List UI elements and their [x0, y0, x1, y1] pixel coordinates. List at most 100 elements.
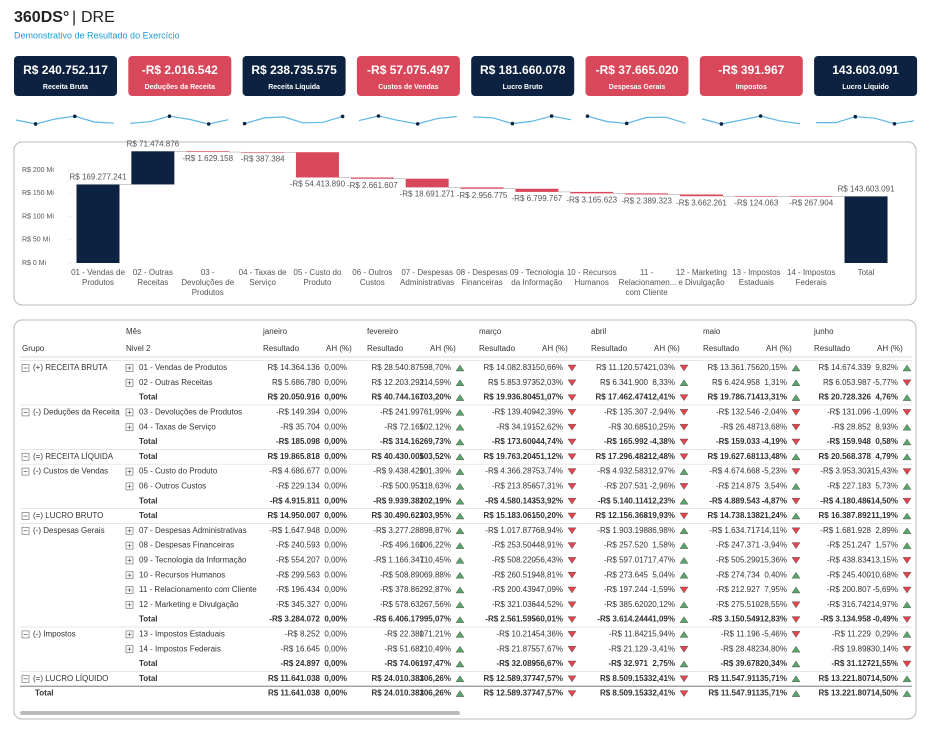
group-cell: (=) RECEITA LÍQUIDA — [33, 452, 114, 461]
ah-cell: 13,31% — [760, 393, 787, 402]
sparkline-dot — [242, 121, 247, 126]
x-tick-label: 12 - Marketing e Divulgação — [675, 268, 728, 287]
result-cell: R$ 30.490.623 — [372, 511, 425, 520]
result-cell: -R$ 74.061 — [384, 659, 424, 668]
result-cell: -R$ 4.686.677 — [269, 467, 320, 476]
column-header: AH (%) — [542, 344, 568, 353]
trend-arrow — [567, 394, 577, 401]
x-tick-label: 01 - Vendas de Produtos — [71, 268, 125, 287]
ah-cell: 110,45% — [420, 556, 451, 565]
trend-arrow — [455, 586, 465, 594]
ah-cell: 0,00% — [324, 511, 347, 520]
ah-cell: 103,20% — [419, 393, 451, 402]
result-cell: -R$ 212.927 — [716, 585, 761, 594]
ah-cell: -21,55% — [868, 659, 898, 668]
ah-cell: -42,39% — [533, 408, 563, 417]
ah-cell: -1,09% — [873, 408, 898, 417]
sparkline-dot — [340, 114, 345, 119]
scrollbar[interactable] — [20, 711, 460, 715]
level2-cell: 09 - Tecnologia da Informação — [139, 556, 247, 565]
group-cell: (=) LUCRO LÍQUIDO — [33, 674, 108, 683]
ah-cell: -10,25% — [645, 422, 675, 431]
ah-cell: 0,00% — [324, 437, 347, 446]
ah-cell: -0,49% — [873, 615, 898, 624]
kpi-label: Impostos — [736, 84, 767, 91]
trend-arrow — [455, 409, 465, 416]
ah-cell: -28,55% — [757, 600, 787, 609]
trend-arrow — [791, 424, 801, 431]
sparkline — [473, 115, 572, 125]
result-cell: -R$ 241.997 — [380, 408, 425, 417]
kpi-card — [14, 56, 117, 96]
trend-arrow — [455, 557, 465, 564]
level2-cell: 02 - Outras Receitas — [139, 378, 212, 387]
trend-arrow — [791, 690, 801, 697]
ah-cell: 4,79% — [875, 452, 898, 461]
result-cell: R$ 8.509.153 — [600, 689, 649, 698]
result-cell: -R$ 299.563 — [276, 570, 321, 579]
trend-arrow — [455, 601, 465, 608]
level2-cell: 06 - Outros Custos — [139, 482, 206, 491]
ah-cell: 0,00% — [324, 570, 347, 579]
trend-arrow — [902, 616, 912, 623]
x-tick-label: 11 - Relacionamen... com Cliente — [618, 268, 677, 297]
result-cell: -R$ 35.704 — [280, 422, 320, 431]
trend-arrow — [567, 527, 577, 535]
kpi-value: -R$ 391.967 — [718, 63, 784, 77]
ah-cell: 5,04% — [652, 570, 675, 579]
ah-cell: 14,97% — [871, 600, 898, 609]
ah-cell: 5,73% — [875, 482, 898, 491]
result-cell: -R$ 378.862 — [380, 585, 425, 594]
x-tick-label: 10 - Recursos Humanos — [566, 268, 617, 287]
column-header: AH (%) — [654, 344, 680, 353]
trend-arrow — [679, 601, 689, 608]
trend-arrow — [679, 631, 689, 638]
result-cell: -R$ 260.519 — [492, 570, 537, 579]
ah-cell: 20,15% — [760, 363, 787, 372]
sparkline-dot — [33, 122, 38, 126]
trend-arrow — [679, 571, 689, 579]
x-tick-label: 07 - Despesas Administrativas — [400, 268, 455, 287]
trend-arrow — [567, 379, 577, 387]
sparkline-dot — [376, 114, 381, 118]
trend-arrow — [679, 394, 689, 401]
result-cell: -R$ 173.600 — [492, 437, 537, 446]
ah-cell: 12,97% — [648, 467, 675, 476]
trend-arrow — [902, 483, 912, 490]
y-tick-label: R$ 100 Mi — [22, 213, 54, 220]
ah-cell: -15,36% — [757, 556, 787, 565]
trend-arrow — [567, 557, 577, 564]
trend-arrow — [455, 675, 465, 682]
trend-arrow — [902, 438, 912, 446]
trend-arrow — [567, 690, 577, 697]
level2-cell: 13 - Impostos Estaduais — [139, 630, 225, 639]
value-label: -R$ 124.063 — [734, 198, 779, 207]
ah-cell: -4,87% — [762, 496, 787, 505]
result-cell: R$ 13.221.807 — [819, 689, 872, 698]
result-cell: R$ 24.010.383 — [372, 674, 425, 683]
result-cell: R$ 8.509.153 — [600, 674, 649, 683]
ah-cell: 69,88% — [424, 570, 451, 579]
ah-cell: 0,40% — [764, 570, 787, 579]
value-label: -R$ 3.662.261 — [676, 198, 727, 207]
ah-cell: -2,96% — [650, 482, 675, 491]
result-cell: R$ 40.744.167 — [372, 393, 425, 402]
trend-arrow — [791, 453, 801, 460]
trend-arrow — [902, 423, 912, 431]
sparkline-dot — [719, 122, 724, 126]
trend-arrow — [455, 571, 465, 579]
ah-cell: 0,00% — [324, 467, 347, 476]
ah-cell: 102,12% — [419, 422, 451, 431]
ah-cell: 106,26% — [419, 689, 451, 698]
sparkline — [15, 115, 115, 125]
sparkline — [816, 116, 915, 125]
trend-arrow — [791, 542, 801, 549]
month-name: março — [479, 327, 502, 336]
trend-arrow — [791, 438, 801, 446]
ah-cell: 0,00% — [324, 644, 347, 653]
trend-arrow — [455, 379, 465, 386]
result-cell: -R$ 4.674.668 — [709, 467, 760, 476]
trend-arrow — [791, 616, 801, 623]
month-name: fevereiro — [367, 327, 399, 336]
level2-cell: Total — [139, 615, 158, 624]
